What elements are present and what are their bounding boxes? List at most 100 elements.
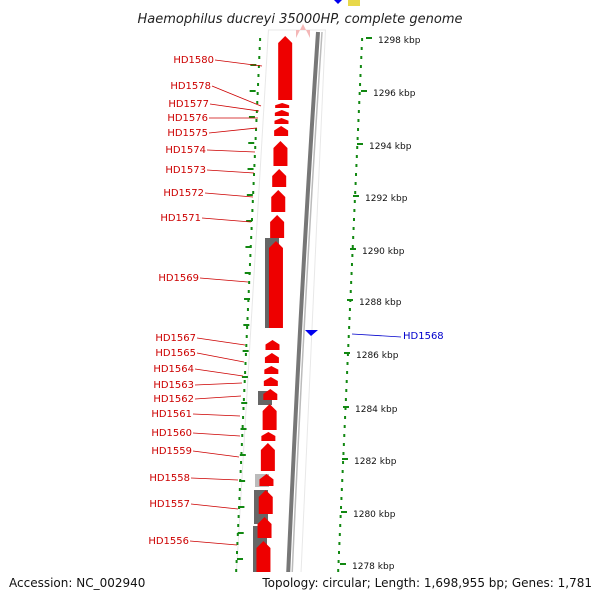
tick-mark-left: [244, 298, 251, 300]
forward-gene-arrow: [262, 404, 277, 430]
forward-gene-arrow: [275, 103, 290, 108]
track-layer: [234, 0, 360, 600]
tick-dot-right: [351, 254, 354, 257]
genome-backbone-shadow: [290, 31, 323, 600]
tick-dot-left: [238, 497, 241, 500]
tick-dot-right: [345, 380, 348, 383]
tick-dot-right: [357, 128, 360, 131]
gene-label-hd1556: HD1556: [148, 536, 189, 547]
reverse-gene-arrow-hd1568: [305, 330, 318, 336]
tick-dot-left: [242, 398, 245, 401]
gene-label-hd1558: HD1558: [149, 473, 190, 484]
gene-label-connector: [194, 382, 243, 386]
gene-label-connector: [192, 413, 241, 417]
tick-mark-left: [237, 558, 244, 560]
gene-label-hd1577: HD1577: [168, 99, 209, 110]
tick-mark-left: [241, 376, 248, 378]
scale-tick-label: 1290 kbp: [362, 247, 405, 257]
tick-dot-left: [244, 371, 247, 374]
tick-dot-right: [338, 551, 341, 554]
tick-mark-left: [248, 116, 255, 118]
tick-dot-right: [338, 533, 341, 536]
tick-dot-right: [360, 47, 363, 50]
scale-tick-label: 1296 kbp: [373, 89, 416, 99]
forward-gene-arrow: [263, 377, 278, 386]
tick-dot-right: [344, 407, 347, 410]
tick-dot-right: [357, 119, 360, 122]
tick-mark-left: [247, 168, 254, 170]
tick-dot-right: [356, 146, 359, 149]
tick-dot-left: [255, 119, 258, 122]
gene-label-connector: [194, 368, 244, 377]
tick-mark-left: [242, 350, 249, 352]
tick-mark-left: [245, 246, 252, 248]
tick-mark-left: [246, 194, 253, 196]
tick-dot-left: [257, 74, 260, 77]
gene-label-hd1565: HD1565: [155, 348, 196, 359]
tick-dot-left: [251, 209, 254, 212]
tick-dot-right: [339, 524, 342, 527]
scale-tick-label: 1280 kbp: [353, 510, 396, 520]
tick-mark-left: [244, 272, 251, 274]
tick-dot-left: [237, 524, 240, 527]
tick-dot-right: [337, 569, 340, 572]
tick-dot-left: [242, 407, 245, 410]
scale-tick-mark: [347, 299, 353, 301]
tick-dot-left: [240, 452, 243, 455]
tick-dot-right: [349, 290, 352, 293]
tick-dot-right: [340, 506, 343, 509]
tick-dot-right: [355, 155, 358, 158]
tick-dot-left: [252, 182, 255, 185]
tick-dot-right: [344, 416, 347, 419]
gene-label-hd1575: HD1575: [167, 128, 208, 139]
scale-tick-mark: [357, 143, 363, 145]
gene-label-hd1557: HD1557: [149, 499, 190, 510]
tick-dot-left: [247, 290, 250, 293]
tick-dot-left: [246, 326, 249, 329]
top-marker-yellow: [348, 0, 360, 6]
tick-dot-left: [250, 227, 253, 230]
gene-label-hd1562: HD1562: [153, 394, 194, 405]
footer-background: [0, 572, 600, 600]
tick-mark-left: [246, 220, 253, 222]
scale-tick-label: 1288 kbp: [359, 298, 402, 308]
scale-tick-mark: [353, 195, 359, 197]
topology-info-text: Topology: circular; Length: 1,698,955 bp…: [261, 576, 592, 590]
tick-dot-left: [253, 155, 256, 158]
gene-label-connector: [196, 352, 245, 363]
forward-gene-arrow: [274, 126, 289, 136]
forward-gene-arrow: [258, 490, 273, 514]
scale-tick-mark: [340, 563, 346, 565]
tick-dot-right: [355, 173, 358, 176]
tick-mark-left: [241, 402, 248, 404]
tick-dot-right: [353, 209, 356, 212]
tick-dot-left: [241, 434, 244, 437]
forward-gene-arrow: [278, 36, 293, 100]
tick-dot-left: [247, 299, 250, 302]
forward-gene-arrow: [257, 517, 272, 538]
tick-dot-left: [243, 380, 246, 383]
gene-label-connector: [194, 395, 242, 400]
tick-dot-right: [350, 272, 353, 275]
tick-dot-left: [254, 137, 257, 140]
scale-tick-mark: [361, 90, 367, 92]
tick-dot-left: [253, 164, 256, 167]
tick-dot-left: [243, 389, 246, 392]
tick-mark-left: [239, 454, 246, 456]
gene-label-connector: [196, 337, 246, 346]
tick-dot-right: [359, 74, 362, 77]
tick-dot-left: [246, 308, 249, 311]
gene-label-connector: [192, 432, 241, 437]
forward-gene-arrow: [260, 443, 275, 471]
forward-gene-arrow: [261, 432, 276, 441]
gene-label-hd1567: HD1567: [155, 333, 196, 344]
genome-backbone: [285, 31, 320, 600]
tick-dot-left: [236, 533, 239, 536]
tick-dot-left: [253, 173, 256, 176]
tick-dot-right: [342, 461, 345, 464]
forward-gene-arrow: [274, 110, 289, 116]
gene-label-connector: [192, 450, 240, 458]
tick-dot-left: [244, 362, 247, 365]
gene-label-hd1576: HD1576: [167, 113, 208, 124]
